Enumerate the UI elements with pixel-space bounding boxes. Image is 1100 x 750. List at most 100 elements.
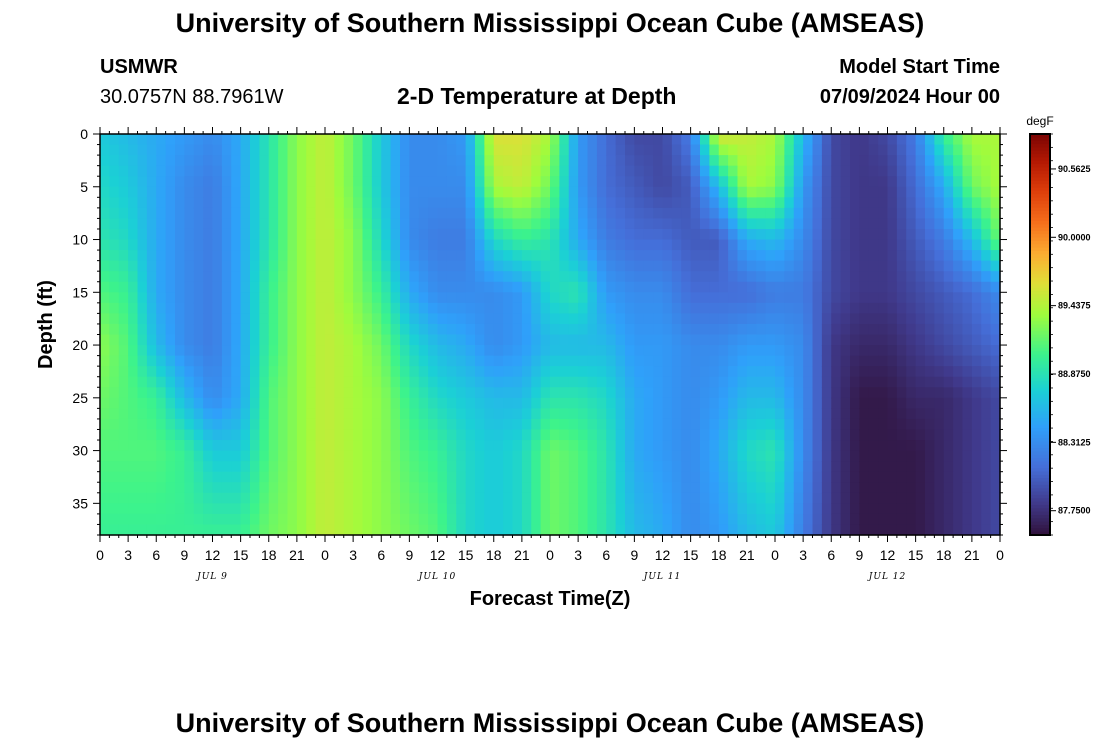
heatmap-cell (850, 408, 860, 420)
heatmap-cell (737, 418, 748, 431)
heatmap-cell (925, 134, 935, 146)
heatmap-cell (915, 239, 926, 251)
heatmap-cell (625, 513, 635, 526)
heatmap-cell (971, 165, 982, 177)
heatmap-cell (887, 197, 898, 209)
colorbar-swatch (1030, 387, 1050, 392)
heatmap-cell (540, 176, 551, 188)
heatmap-cell (615, 176, 626, 188)
heatmap-cell (231, 376, 242, 388)
heatmap-cell (746, 345, 757, 357)
heatmap-cell (409, 165, 420, 177)
heatmap-cell (531, 313, 542, 325)
heatmap-cell (250, 471, 260, 483)
colorbar-swatch (1030, 334, 1050, 339)
heatmap-cell (578, 218, 589, 230)
heatmap-cell (296, 513, 307, 526)
heatmap-cell (709, 218, 720, 230)
heatmap-cell (165, 492, 176, 504)
heatmap-cell (746, 376, 757, 388)
heatmap-cell (362, 471, 373, 483)
heatmap-cell (428, 376, 439, 388)
heatmap-cell (212, 366, 223, 378)
heatmap-cell (756, 260, 767, 272)
heatmap-cell (953, 461, 964, 473)
heatmap-cell (746, 228, 757, 241)
heatmap-cell (212, 418, 223, 431)
heatmap-cell (578, 134, 589, 146)
heatmap-cell (737, 302, 748, 314)
heatmap-cell (700, 260, 710, 272)
heatmap-cell (315, 355, 326, 367)
heatmap-cell (390, 503, 401, 515)
heatmap-cell (896, 302, 907, 314)
heatmap-cell (503, 228, 514, 241)
heatmap-cell (681, 260, 692, 272)
heatmap-cell (550, 355, 560, 367)
heatmap-cell (493, 155, 504, 167)
heatmap-cell (353, 334, 364, 346)
heatmap-cell (568, 218, 579, 230)
heatmap-cell (484, 239, 495, 251)
heatmap-cell (400, 376, 410, 388)
x-tick-label: 12 (655, 547, 671, 563)
heatmap-cell (606, 323, 617, 336)
heatmap-cell (990, 281, 1001, 293)
heatmap-cell (137, 334, 148, 346)
heatmap-cell (625, 345, 635, 357)
heatmap-cell (315, 334, 326, 346)
heatmap-cell (446, 176, 457, 188)
heatmap-cell (559, 429, 570, 441)
heatmap-cell (278, 461, 289, 473)
heatmap-cell (296, 155, 307, 167)
heatmap-cell (212, 345, 223, 357)
heatmap-cell (784, 323, 795, 336)
heatmap-cell (296, 387, 307, 399)
heatmap-cell (625, 323, 635, 336)
heatmap-cell (606, 503, 617, 515)
heatmap-cell (109, 302, 120, 314)
heatmap-cell (784, 503, 795, 515)
heatmap-cell (418, 345, 429, 357)
colorbar-swatch (1030, 434, 1050, 439)
heatmap-cell (400, 492, 410, 504)
heatmap-cell (559, 418, 570, 431)
heatmap-cell (587, 345, 598, 357)
heatmap-cell (775, 228, 785, 241)
heatmap-cell (700, 524, 710, 536)
heatmap-cell (690, 144, 701, 156)
heatmap-cell (840, 134, 851, 146)
heatmap-cell (925, 450, 935, 462)
heatmap-cell (315, 440, 326, 452)
heatmap-cell (775, 176, 785, 188)
heatmap-cell (934, 281, 945, 293)
heatmap-cell (906, 281, 917, 293)
heatmap-cell (306, 302, 317, 314)
heatmap-cell (596, 271, 607, 283)
heatmap-cell (268, 155, 279, 167)
colorbar-swatch (1030, 197, 1050, 202)
heatmap-cell (418, 302, 429, 314)
heatmap-cell (118, 461, 129, 473)
heatmap-cell (184, 186, 195, 198)
heatmap-cell (784, 334, 795, 346)
heatmap-cell (418, 271, 429, 283)
heatmap-cell (915, 334, 926, 346)
heatmap-cell (521, 176, 532, 188)
heatmap-cell (906, 134, 917, 146)
heatmap-cell (456, 355, 467, 367)
heatmap-cell (990, 513, 1001, 526)
heatmap-cell (793, 281, 804, 293)
heatmap-cell (175, 144, 185, 156)
heatmap-cell (709, 471, 720, 483)
heatmap-cell (418, 429, 429, 441)
heatmap-cell (118, 155, 129, 167)
heatmap-cell (662, 366, 673, 378)
heatmap-cell (315, 450, 326, 462)
heatmap-cell (625, 292, 635, 304)
heatmap-cell (212, 134, 223, 146)
heatmap-cell (315, 302, 326, 314)
heatmap-cell (746, 176, 757, 188)
heatmap-cell (765, 165, 776, 177)
heatmap-cell (503, 144, 514, 156)
